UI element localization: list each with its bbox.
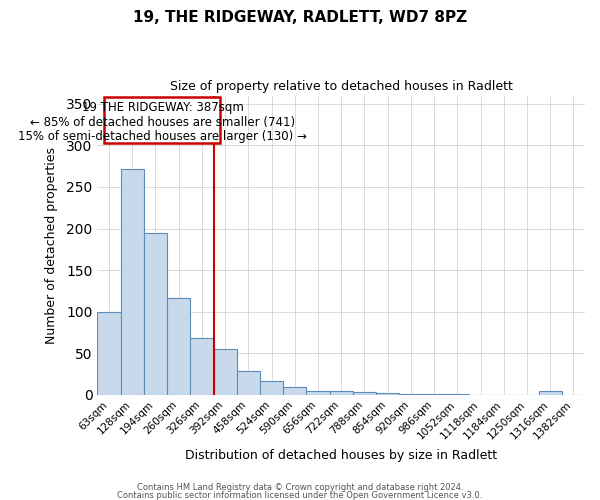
Text: 19, THE RIDGEWAY, RADLETT, WD7 8PZ: 19, THE RIDGEWAY, RADLETT, WD7 8PZ (133, 10, 467, 25)
Bar (283, 388, 307, 395)
Bar (144, 232, 167, 395)
Bar (376, 393, 399, 395)
Bar (121, 168, 144, 395)
Text: Contains HM Land Registry data © Crown copyright and database right 2024.: Contains HM Land Registry data © Crown c… (137, 484, 463, 492)
FancyBboxPatch shape (104, 97, 220, 143)
Bar (307, 390, 329, 395)
Bar (539, 392, 562, 395)
Bar (422, 394, 446, 395)
Title: Size of property relative to detached houses in Radlett: Size of property relative to detached ho… (170, 80, 512, 93)
Text: ← 85% of detached houses are smaller (741): ← 85% of detached houses are smaller (74… (30, 116, 295, 128)
Bar (237, 370, 260, 395)
Text: Contains public sector information licensed under the Open Government Licence v3: Contains public sector information licen… (118, 490, 482, 500)
Bar (399, 394, 422, 395)
X-axis label: Distribution of detached houses by size in Radlett: Distribution of detached houses by size … (185, 450, 497, 462)
Text: 15% of semi-detached houses are larger (130) →: 15% of semi-detached houses are larger (… (18, 130, 307, 142)
Y-axis label: Number of detached properties: Number of detached properties (45, 146, 58, 344)
Bar (353, 392, 376, 395)
Bar (260, 382, 283, 395)
Bar (329, 390, 353, 395)
Bar (446, 394, 469, 395)
Bar (97, 312, 121, 395)
Bar (167, 298, 190, 395)
Bar (214, 349, 237, 395)
Text: 19 THE RIDGEWAY: 387sqm: 19 THE RIDGEWAY: 387sqm (82, 102, 244, 114)
Bar (190, 338, 214, 395)
